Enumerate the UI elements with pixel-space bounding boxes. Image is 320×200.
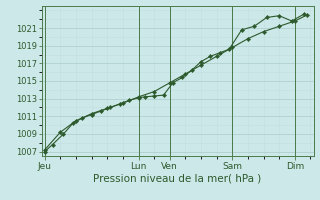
X-axis label: Pression niveau de la mer( hPa ): Pression niveau de la mer( hPa ) [93, 173, 262, 183]
